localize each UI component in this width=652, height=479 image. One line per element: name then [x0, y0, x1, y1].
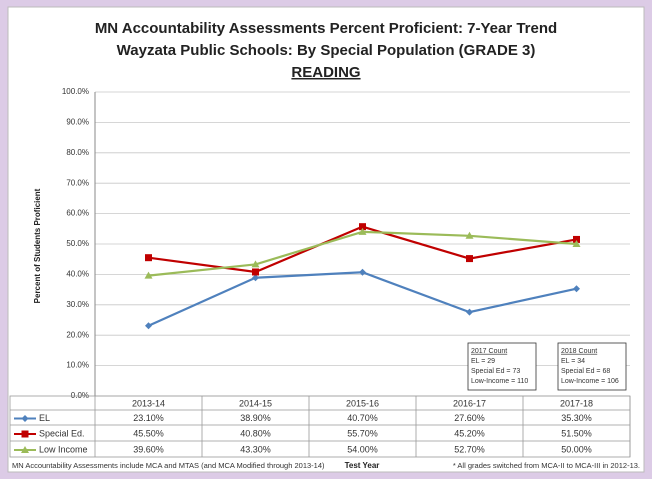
y-tick-label: 80.0% — [66, 148, 89, 157]
point — [465, 231, 474, 239]
footnote: MN Accountability Assessments include MC… — [12, 461, 325, 470]
point — [572, 240, 581, 247]
y-tick-label: 100.0% — [62, 87, 89, 96]
point — [359, 223, 366, 231]
annotation-line: EL = 29 — [471, 358, 495, 365]
data-label: 39.60% — [133, 444, 164, 454]
annotation-title: 2017 Count — [471, 348, 507, 355]
y-tick-label: 10.0% — [66, 361, 89, 370]
point — [21, 415, 29, 422]
y-tick-label: 40.0% — [66, 270, 89, 279]
point — [252, 274, 259, 282]
data-label: 50.00% — [561, 444, 592, 454]
point — [144, 271, 153, 279]
data-label: 43.30% — [240, 444, 271, 454]
annotation-line: Special Ed = 73 — [471, 368, 520, 375]
chart-subtitle: Wayzata Public Schools: By Special Popul… — [117, 42, 536, 59]
point — [466, 255, 473, 263]
point — [573, 285, 580, 293]
data-label: 45.20% — [454, 428, 485, 438]
x-axis-label: Test Year — [345, 461, 380, 470]
point — [573, 235, 580, 243]
point — [359, 268, 366, 276]
footnote: * All grades switched from MCA-II to MCA… — [453, 461, 640, 470]
legend-label: Low Income — [39, 444, 88, 454]
point — [466, 308, 473, 316]
y-tick-label: 90.0% — [66, 118, 89, 127]
data-label: 40.80% — [240, 428, 271, 438]
point — [252, 268, 259, 276]
annotation-line: Low-Income = 106 — [561, 378, 619, 385]
panel — [7, 6, 645, 473]
point — [251, 260, 260, 268]
point — [21, 446, 29, 453]
data-label: 40.70% — [347, 413, 378, 423]
annotation-line: Low-Income = 110 — [471, 378, 528, 385]
y-tick-label: 30.0% — [66, 300, 89, 309]
chart-subject: READING — [291, 64, 360, 81]
point — [145, 254, 152, 262]
x-tick-label: 2014-15 — [239, 398, 272, 408]
data-label: 45.50% — [133, 428, 164, 438]
data-label: 51.50% — [561, 428, 592, 438]
data-label: 38.90% — [240, 413, 271, 423]
chart-title: MN Accountability Assessments Percent Pr… — [95, 20, 557, 37]
y-tick-label: 60.0% — [66, 209, 89, 218]
data-label: 52.70% — [454, 444, 485, 454]
data-label: 35.30% — [561, 413, 592, 423]
x-tick-label: 2016-17 — [453, 398, 486, 408]
point — [358, 227, 367, 235]
data-label: 54.00% — [347, 444, 378, 454]
annotation-line: EL = 34 — [561, 358, 585, 365]
x-tick-label: 2017-18 — [560, 398, 593, 408]
x-tick-label: 2013-14 — [132, 398, 165, 408]
annotation-line: Special Ed = 68 — [561, 368, 610, 375]
y-tick-label: 50.0% — [66, 239, 89, 248]
legend-label: EL — [39, 413, 50, 423]
data-label: 23.10% — [133, 413, 164, 423]
point — [145, 322, 152, 330]
annotation-title: 2018 Count — [561, 348, 597, 355]
annotation-box — [557, 342, 627, 391]
annotation-box — [467, 342, 537, 391]
data-label: 27.60% — [454, 413, 485, 423]
legend-label: Special Ed. — [39, 428, 85, 438]
y-tick-label: 20.0% — [66, 330, 89, 339]
x-tick-label: 2015-16 — [346, 398, 379, 408]
point — [21, 430, 29, 438]
y-axis-label: Percent of Students Proficient — [33, 188, 42, 303]
y-tick-label: 70.0% — [66, 178, 89, 187]
data-label: 55.70% — [347, 428, 378, 438]
